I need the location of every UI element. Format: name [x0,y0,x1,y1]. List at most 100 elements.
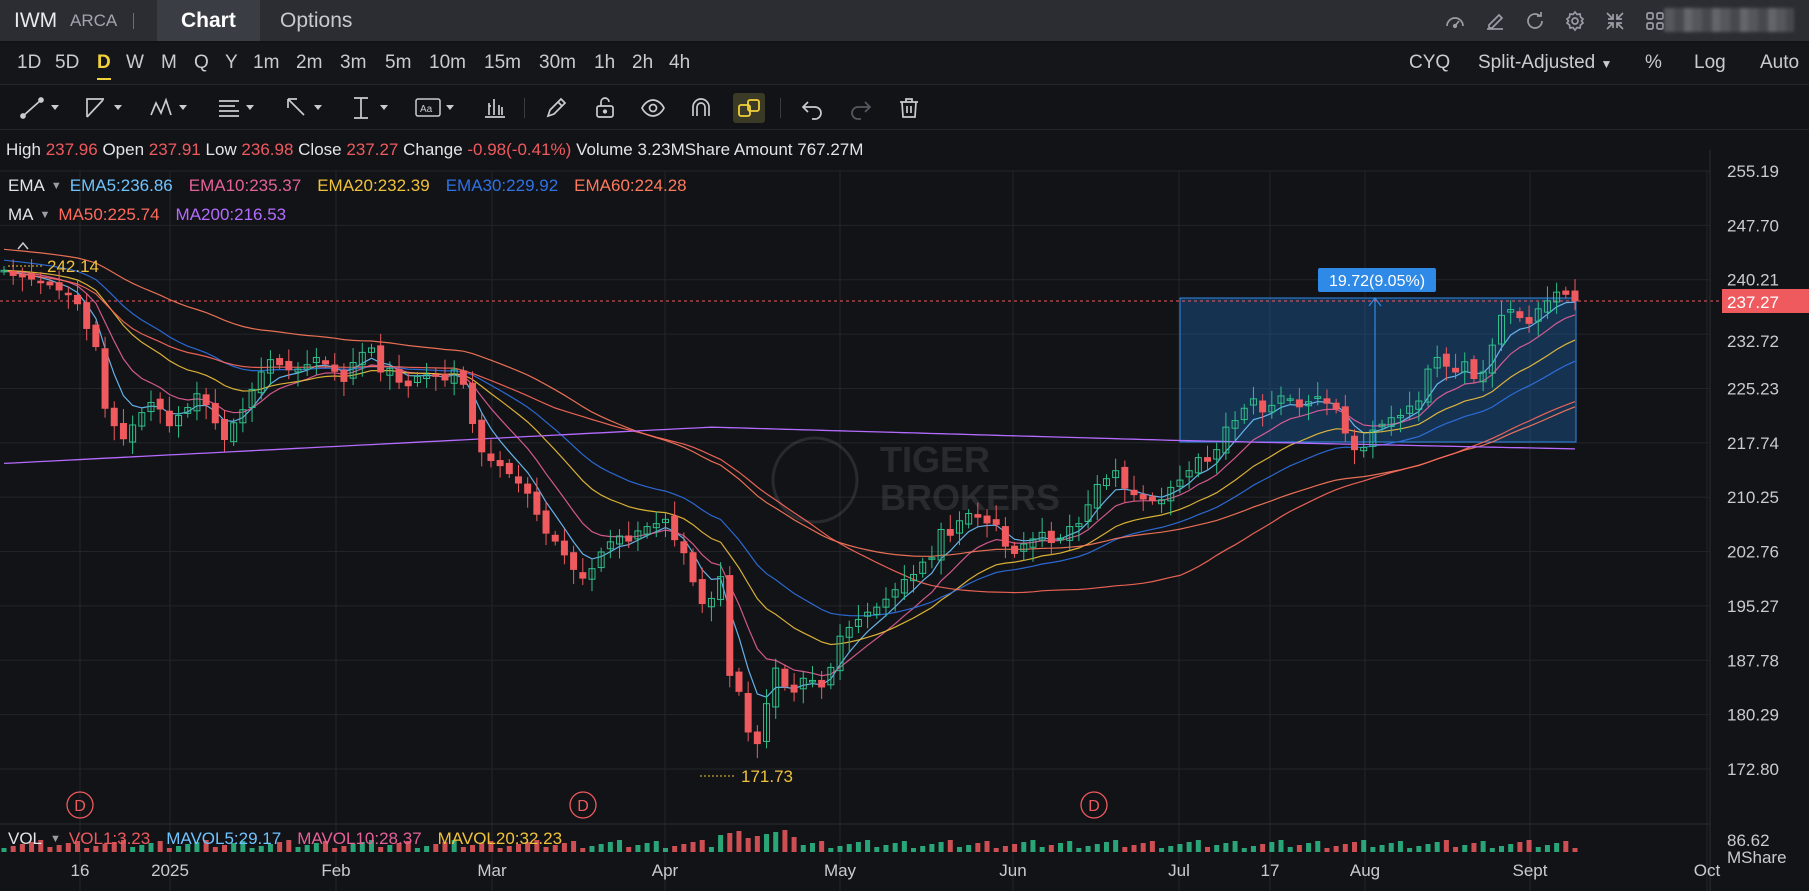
percent-button[interactable]: % [1645,52,1662,73]
candle-body [864,611,872,617]
volume-bar [828,848,834,852]
period-1m[interactable]: 1m [253,52,280,73]
measure-tool-icon[interactable] [350,93,394,123]
settings-icon[interactable] [1555,6,1595,35]
candle-body [1507,309,1515,313]
tab-chart[interactable]: Chart [157,0,260,41]
text-tool-icon[interactable]: Aa [414,93,458,123]
volume-legend[interactable]: VOL ▼ VOL1:3.23 MAVOL5:29.17 MAVOL10:28.… [8,829,578,849]
volume-bar [819,841,825,852]
candle-body [726,575,734,676]
volume-bar [1103,842,1109,852]
ema5-line [3,269,1576,698]
period-d[interactable]: D [97,52,111,80]
indicator-tool-icon[interactable] [482,93,508,123]
volume-bar [405,841,411,852]
candle-body [937,528,945,561]
link-icon[interactable] [733,93,765,123]
edit-icon[interactable] [1475,6,1515,35]
trend-tool-icon[interactable] [83,93,127,123]
volume-bar [194,842,200,852]
period-q[interactable]: Q [194,52,209,73]
candle-body [202,394,210,406]
high-marker: 242.14 [47,257,99,276]
volume-bar [176,846,182,852]
price-tick-label: 172.80 [1727,760,1779,779]
collapse-icon[interactable] [1595,6,1635,35]
period-2m[interactable]: 2m [296,52,323,73]
auto-button[interactable]: Auto [1760,52,1800,73]
price-chart[interactable]: TIGER BROKERS 19.72(9.05%) 242.14 171.73… [0,150,1809,891]
undo-icon[interactable] [800,93,826,123]
candle-body [1360,446,1368,452]
redo-icon[interactable] [847,93,873,123]
candle-body [652,523,660,529]
period-1h[interactable]: 1h [594,52,616,73]
price-tick-label: 225.23 [1727,379,1779,398]
refresh-icon[interactable] [1515,6,1555,35]
date-tick-label: Sept [1513,861,1548,880]
volume-bar [1039,847,1045,852]
period-30m[interactable]: 30m [539,52,576,73]
line-tool-icon[interactable] [20,93,64,123]
candle-body [1442,353,1450,367]
volume-bar [1260,844,1266,852]
ma-legend[interactable]: MA ▼ MA50:225.74 MA200:216.53 [8,205,302,225]
volume-bar [74,841,80,852]
volume-bar [130,847,136,852]
candle-body [101,348,109,409]
candle-body [1066,526,1074,541]
volume-bar [1508,844,1514,852]
volume-bar [543,847,549,852]
candle-body [1406,405,1414,414]
candle-body [37,280,45,284]
volume-bar [791,837,797,852]
period-5m[interactable]: 5m [385,52,412,73]
period-1d[interactable]: 1D [17,52,42,73]
period-15m[interactable]: 15m [484,52,521,73]
period-5d[interactable]: 5D [55,52,80,73]
dividend-marker-circle [569,791,597,819]
date-tick-label: Mar [477,861,507,880]
period-2h[interactable]: 2h [632,52,654,73]
volume-bar [525,842,531,852]
eye-icon[interactable] [640,93,666,123]
arrow-tool-icon[interactable] [284,93,328,123]
volume-bar [901,841,907,852]
ema-legend[interactable]: EMA ▼ EMA5:236.86 EMA10:235.37 EMA20:232… [8,176,703,196]
grid-layout-icon[interactable] [1635,6,1675,35]
caret-down-icon[interactable]: ▼ [50,180,62,192]
candle-body [1121,466,1129,489]
ema10-value: EMA10:235.37 [188,176,302,195]
price-tick-label: 187.78 [1727,651,1779,670]
period-4h[interactable]: 4h [669,52,691,73]
volume-bar [736,831,742,852]
caret-down-icon[interactable]: ▼ [39,209,51,221]
trash-icon[interactable] [896,93,922,123]
candle-body [836,635,844,672]
candle-body [312,356,320,364]
candle-body [1553,291,1561,303]
log-button[interactable]: Log [1694,52,1726,73]
candle-body [1488,344,1496,374]
period-y[interactable]: Y [225,52,238,73]
adjust-dropdown[interactable]: Split-Adjusted ▼ [1478,52,1612,74]
magnet-icon[interactable] [688,93,714,123]
tab-options[interactable]: Options [280,9,353,32]
period-m[interactable]: M [161,52,177,73]
volume-bar [1517,842,1523,852]
lock-icon[interactable] [592,93,618,123]
volume-bar [653,841,659,852]
period-w[interactable]: W [126,52,144,73]
volume-bar [552,845,558,852]
volume-bar [754,836,760,852]
pattern-tool-icon[interactable] [149,93,193,123]
fibonacci-tool-icon[interactable] [216,93,260,123]
candle-body [524,483,532,494]
pencil-icon[interactable] [543,93,569,123]
period-3m[interactable]: 3m [340,52,367,73]
cyq-button[interactable]: CYQ [1409,52,1451,73]
speedometer-icon[interactable] [1435,6,1475,35]
period-10m[interactable]: 10m [429,52,466,73]
caret-down-icon[interactable]: ▼ [50,833,61,845]
